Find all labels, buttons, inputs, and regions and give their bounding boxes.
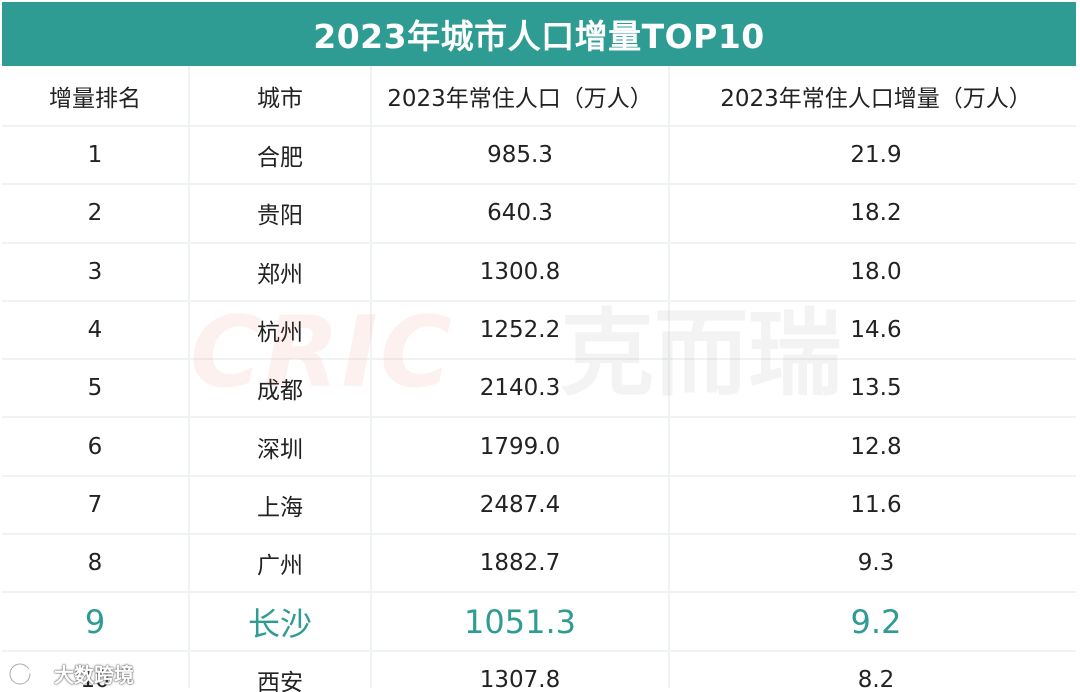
- table-cell-increment: 18.2: [670, 185, 1080, 242]
- table-cell-city: 合肥: [190, 127, 370, 184]
- table-cell-increment: 8.2: [670, 651, 1080, 692]
- table-cell-population: 2140.3: [372, 360, 668, 417]
- table-cell-increment: 18.0: [670, 243, 1080, 300]
- table-cell-city: 杭州: [190, 301, 370, 359]
- table-cell-increment: 9.3: [670, 535, 1080, 592]
- table-cell-population: 1252.2: [372, 301, 668, 359]
- table-cell-population: 640.3: [372, 185, 668, 242]
- table-cell-increment: 14.6: [670, 301, 1080, 359]
- table-cell-population: 1051.3: [372, 593, 668, 650]
- table-cell-increment: 9.2: [670, 593, 1080, 650]
- table-cell-population: 1300.8: [372, 243, 668, 300]
- table-cell-increment: 11.6: [670, 476, 1080, 534]
- table-cell-city: 长沙: [190, 593, 370, 650]
- table-cell-rank: 4: [2, 301, 188, 359]
- table-cell-city: 上海: [190, 476, 370, 534]
- column-header-population: 2023年常住人口（万人）: [372, 66, 668, 125]
- table-cell-rank: 2: [2, 185, 188, 242]
- column-header-increment: 2023年常住人口增量（万人）: [670, 66, 1080, 125]
- table-cell-city: 广州: [190, 535, 370, 592]
- table-cell-city: 贵阳: [190, 185, 370, 242]
- data-table: 增量排名 城市 2023年常住人口（万人） 2023年常住人口增量（万人） 1 合肥 985…: [2, 66, 1080, 692]
- table-cell-population: 1307.8: [372, 651, 668, 692]
- table-cell-increment: 13.5: [670, 360, 1080, 417]
- table-title: 2023年城市人口增量TOP10: [313, 17, 765, 56]
- table-cell-city: 成都: [190, 360, 370, 417]
- table-cell-rank: 9: [2, 593, 188, 650]
- table-cell-city: 西安: [190, 651, 370, 692]
- table-cell-increment: 21.9: [670, 127, 1080, 184]
- table-cell-increment: 12.8: [670, 418, 1080, 475]
- table-cell-rank: 8: [2, 535, 188, 592]
- corner-watermark: 大数跨境: [8, 659, 134, 688]
- table-cell-rank: 6: [2, 418, 188, 475]
- title-bar: 2023年城市人口增量TOP10: [2, 2, 1076, 66]
- table-cell-population: 1882.7: [372, 535, 668, 592]
- corner-watermark-text: 大数跨境: [54, 663, 134, 687]
- column-header-city: 城市: [190, 66, 370, 125]
- table-cell-population: 2487.4: [372, 476, 668, 534]
- table-cell-rank: 7: [2, 476, 188, 534]
- table-cell-rank: 5: [2, 360, 188, 417]
- camera-lens-icon: [8, 662, 47, 685]
- table-cell-rank: 10: [2, 651, 188, 692]
- table-cell-population: 985.3: [372, 127, 668, 184]
- table-cell-rank: 1: [2, 127, 188, 184]
- table-cell-rank: 3: [2, 243, 188, 300]
- table-cell-city: 深圳: [190, 418, 370, 475]
- table-cell-city: 郑州: [190, 243, 370, 300]
- table-cell-population: 1799.0: [372, 418, 668, 475]
- column-header-rank: 增量排名: [2, 66, 188, 125]
